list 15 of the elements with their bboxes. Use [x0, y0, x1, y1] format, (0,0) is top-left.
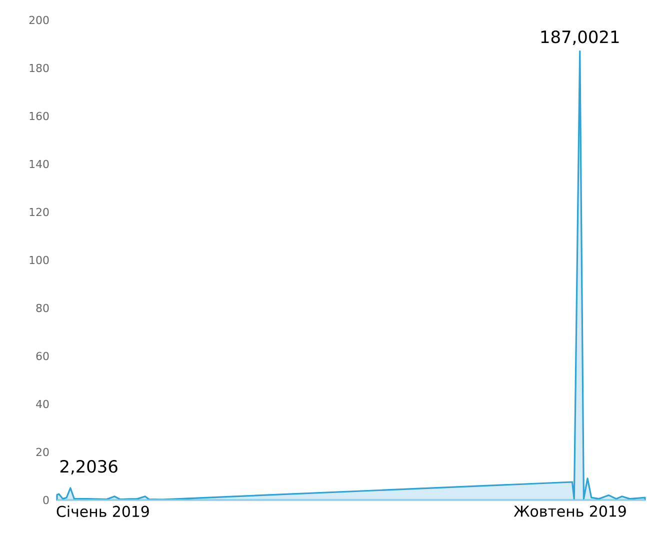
y-tick-label: 200 — [29, 16, 49, 24]
y-tick-label: 140 — [30, 160, 49, 168]
y-tick-label: 100 — [30, 256, 49, 264]
x-tick-label: Жовтень 2019 — [514, 506, 626, 517]
x-tick-label: Січень 2019 — [56, 506, 149, 518]
y-tick-label: 60 — [36, 352, 49, 360]
y-tick-label: 160 — [30, 112, 49, 120]
y-tick-label: 0 — [43, 496, 49, 504]
annotation: 2,2036 — [60, 460, 118, 475]
y-tick-label: 120 — [30, 208, 49, 216]
y-tick-label: 40 — [36, 400, 49, 408]
annotation: 187,0021 — [541, 30, 619, 45]
y-tick-label: 80 — [36, 304, 49, 312]
y-tick-label: 180 — [30, 64, 49, 72]
y-tick-label: 20 — [36, 448, 49, 456]
